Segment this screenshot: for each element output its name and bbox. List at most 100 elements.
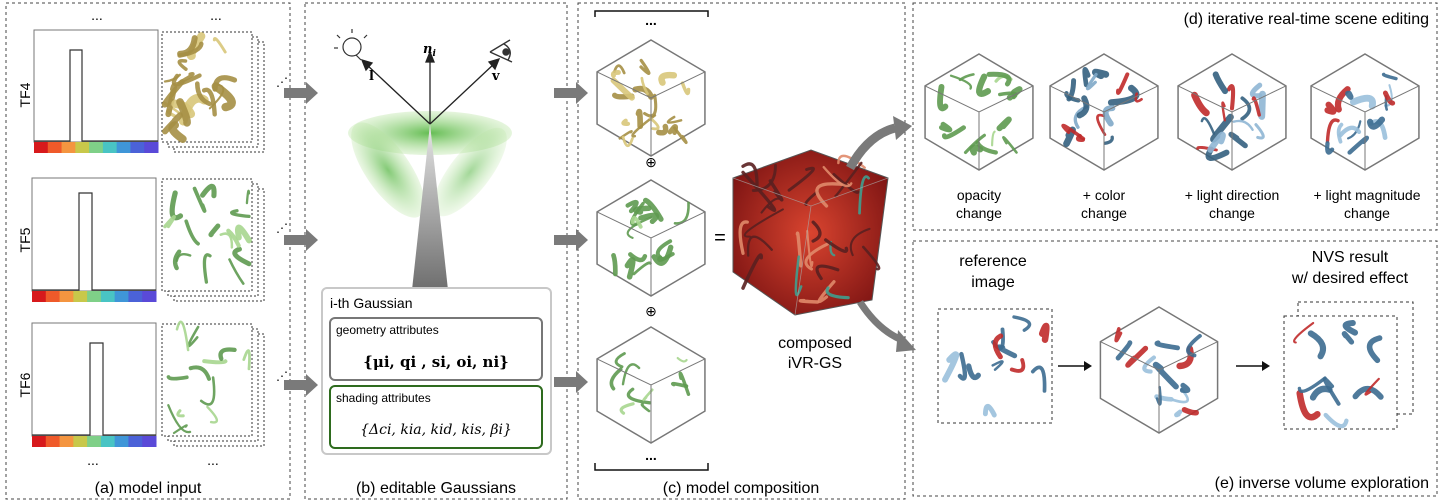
geometry-formula: {μi, qi , si, oi, ni} bbox=[363, 353, 509, 371]
volume-stroke bbox=[639, 58, 651, 75]
volume-stroke bbox=[619, 402, 635, 415]
volume-stroke bbox=[162, 112, 183, 135]
panel-e-frame bbox=[912, 240, 1438, 497]
colormap-swatch bbox=[100, 291, 116, 302]
tf5-stack-ellipsis: ⋰ bbox=[276, 221, 288, 235]
reference-label-line1: reference bbox=[959, 253, 1027, 270]
shading-vectors bbox=[360, 50, 501, 125]
volume-stroke bbox=[640, 403, 651, 413]
ellipsis-top: ... bbox=[645, 12, 657, 28]
volume-stroke bbox=[1030, 365, 1047, 393]
cube-edges bbox=[596, 358, 706, 443]
volume-stroke bbox=[1249, 82, 1263, 99]
volume-stroke bbox=[624, 256, 636, 280]
volume-stroke bbox=[1181, 407, 1199, 416]
view-beam bbox=[412, 124, 448, 290]
volume-stroke bbox=[643, 93, 658, 118]
volume-stroke bbox=[658, 71, 678, 86]
view-vector-label: v bbox=[491, 69, 500, 84]
volume-stroke bbox=[1152, 361, 1179, 390]
volume-stroke bbox=[957, 351, 968, 381]
volume-stroke bbox=[1226, 84, 1236, 111]
colormap-swatch bbox=[45, 436, 61, 447]
volume-stroke bbox=[1342, 319, 1359, 336]
volume-stroke bbox=[1309, 385, 1333, 401]
volume-stroke bbox=[678, 371, 691, 396]
colormap-swatch bbox=[100, 436, 116, 447]
cube-tf4 bbox=[596, 39, 706, 157]
volume-stroke bbox=[176, 409, 185, 418]
volume-stroke bbox=[640, 76, 649, 96]
ellipsis-top-right: ... bbox=[210, 7, 222, 23]
edit-label-1-line1: + color bbox=[1083, 187, 1126, 203]
normal-vector-label: ni bbox=[423, 42, 436, 59]
tf5-label: TF5 bbox=[17, 227, 33, 252]
volume-stroke bbox=[1352, 385, 1384, 400]
arrow-ref-to-cube bbox=[1058, 361, 1092, 371]
volume-stroke bbox=[806, 229, 814, 268]
volume-stroke bbox=[743, 208, 784, 238]
volume-stroke bbox=[609, 367, 623, 391]
reference-image bbox=[937, 308, 1053, 424]
volume-stroke bbox=[768, 179, 784, 202]
panel-e-title: (e) inverse volume exploration bbox=[1215, 475, 1429, 492]
colormap-swatch bbox=[59, 291, 74, 302]
volume-stroke bbox=[986, 71, 1012, 87]
volume-stroke bbox=[201, 87, 217, 117]
cube-light-magnitude-change bbox=[1310, 53, 1420, 171]
panel-e: reference image NVS result w/ desired ef… bbox=[937, 249, 1429, 492]
volume-stroke bbox=[206, 405, 218, 424]
volume-stroke bbox=[1345, 90, 1354, 100]
colormap-swatch bbox=[144, 142, 159, 153]
volume-stroke bbox=[219, 232, 234, 249]
volume-stroke bbox=[1381, 72, 1398, 81]
volume-stroke bbox=[208, 223, 221, 238]
volume-stroke bbox=[202, 253, 212, 284]
panel-c: ... ⊕ ⊕ ... = composed iVR-GS (c) model … bbox=[594, 10, 889, 497]
volume-stroke bbox=[632, 261, 652, 276]
colormap-swatch bbox=[128, 291, 143, 302]
volume-stroke bbox=[1366, 335, 1383, 364]
tf5-transfer-function-plot bbox=[31, 177, 157, 292]
volume-stroke bbox=[966, 363, 981, 381]
volume-stroke bbox=[1115, 72, 1130, 95]
edit-label-2-line1: + light direction bbox=[1185, 187, 1280, 203]
colormap-swatch bbox=[87, 436, 102, 447]
volume-stroke bbox=[628, 252, 648, 263]
composed-cube-texture bbox=[738, 154, 881, 304]
volume-stroke bbox=[1347, 120, 1362, 140]
arrows-a-to-b bbox=[284, 82, 318, 396]
volume-stroke bbox=[942, 351, 960, 383]
volume-stroke bbox=[1324, 101, 1337, 115]
volume-stroke bbox=[621, 363, 641, 386]
volume-stroke bbox=[175, 320, 190, 352]
volume-stroke bbox=[670, 381, 689, 389]
volume-stroke bbox=[211, 82, 236, 112]
colormap-swatch bbox=[61, 142, 76, 153]
panel-c-caption: (c) model composition bbox=[663, 480, 820, 497]
composed-label-line1: composed bbox=[778, 335, 852, 352]
panel-d: (d) iterative real-time scene editing op… bbox=[924, 11, 1429, 221]
volume-stroke bbox=[680, 81, 691, 96]
colormap-swatch bbox=[47, 142, 63, 153]
colormap-swatch bbox=[114, 291, 129, 302]
volume-stroke bbox=[184, 219, 200, 246]
volume-stroke bbox=[638, 212, 660, 225]
volume-stroke bbox=[1096, 113, 1107, 136]
volume-stroke bbox=[199, 376, 216, 406]
volume-stroke bbox=[1155, 385, 1162, 406]
volume-stroke bbox=[188, 365, 211, 381]
cube-light-direction-change bbox=[1177, 53, 1287, 171]
cube-tf6 bbox=[596, 326, 706, 444]
volume-stroke bbox=[1364, 377, 1380, 396]
volume-stroke bbox=[1154, 340, 1180, 351]
volume-stroke bbox=[610, 69, 621, 78]
volume-stroke bbox=[626, 387, 652, 405]
volume-stroke bbox=[1336, 122, 1344, 144]
gaussian-box-title: i-th Gaussian bbox=[330, 295, 412, 311]
panel-d-title: (d) iterative real-time scene editing bbox=[1184, 11, 1429, 28]
volume-stroke bbox=[172, 249, 182, 271]
colormap-swatch bbox=[102, 142, 118, 153]
volume-stroke bbox=[1186, 333, 1202, 358]
volume-stroke bbox=[811, 220, 822, 243]
